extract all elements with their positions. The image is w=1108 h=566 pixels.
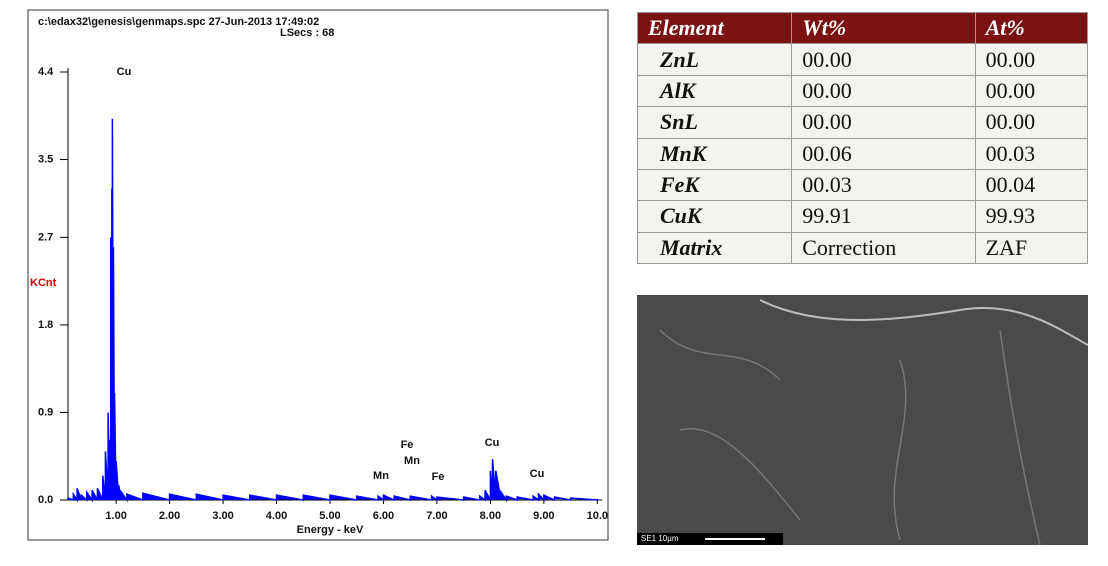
- x-tick-label: 7.00: [426, 510, 447, 522]
- table-row: Matrix Correction ZAF: [636, 231, 1089, 265]
- header-cell: Element: [636, 11, 793, 45]
- chart-subtitle: LSecs : 68: [280, 27, 334, 39]
- table-cell: Correction: [791, 231, 976, 265]
- sem-feature: [759, 299, 1089, 346]
- table-cell: 00.00: [791, 74, 976, 108]
- y-tick-label: 0.0: [38, 494, 53, 506]
- sem-feature: [659, 329, 1041, 546]
- table-row: SnL 00.00 00.00: [636, 106, 1089, 139]
- header-row: Element Wt% At%: [636, 11, 1089, 45]
- table-cell: ZnL: [636, 43, 793, 76]
- table-cell: CuK: [636, 200, 793, 233]
- table-row: ZnL 00.00 00.00: [636, 43, 1089, 76]
- table-cell: 00.00: [974, 106, 1089, 139]
- x-tick-label: 1.00: [105, 510, 126, 522]
- table-cell: 00.03: [974, 137, 1089, 170]
- image-caption: SE1 10µm: [641, 534, 679, 543]
- x-tick-label: 5.00: [319, 510, 340, 522]
- table-cell: SnL: [636, 106, 793, 139]
- peak-label: Cu: [485, 437, 500, 449]
- peak-label: Mn: [404, 455, 420, 467]
- table-cell: 99.91: [791, 200, 976, 233]
- table-row: FeK 00.03 00.04: [636, 168, 1089, 202]
- peak-label: Fe: [432, 471, 445, 483]
- y-tick-label: 2.7: [38, 231, 53, 243]
- sem-image: [637, 295, 1088, 545]
- header-cell: Wt%: [791, 11, 976, 45]
- table-row: MnK 00.06 00.03: [636, 137, 1089, 170]
- peak-label: Fe: [401, 439, 414, 451]
- header-cell: At%: [974, 11, 1089, 45]
- y-axis-label: KCnt: [30, 277, 57, 289]
- chart-frame: [27, 9, 609, 541]
- x-tick-label: 9.00: [533, 510, 554, 522]
- x-tick-label: 6.00: [373, 510, 394, 522]
- x-tick-label: 8.00: [480, 510, 501, 522]
- table-cell: MnK: [636, 137, 793, 170]
- table-cell: FeK: [636, 168, 793, 202]
- y-tick-label: 3.5: [38, 153, 53, 165]
- peak-label: Cu: [530, 468, 545, 480]
- y-tick-label: 0.9: [38, 406, 53, 418]
- table-cell: 00.00: [974, 74, 1089, 108]
- table-cell: 99.93: [974, 200, 1089, 233]
- y-tick-label: 4.4: [38, 66, 54, 78]
- table-row: CuK 99.91 99.93: [636, 200, 1089, 233]
- result-table: Element Wt% At% ZnL 00.00 00.00 AlK 00.00 00.00 S…: [636, 11, 1089, 265]
- spectrum: [67, 118, 599, 503]
- table-cell: AlK: [636, 74, 793, 108]
- table-cell: ZAF: [974, 231, 1089, 265]
- table-cell: 00.06: [791, 137, 976, 170]
- table-cell: 00.03: [791, 168, 976, 202]
- peak-label: Cu: [117, 66, 132, 78]
- y-tick-label: 1.8: [38, 319, 53, 331]
- x-tick-label: 10.0: [587, 510, 608, 522]
- table-cell: 00.00: [791, 43, 976, 76]
- x-tick-label: 4.00: [266, 510, 287, 522]
- table-cell: Matrix: [636, 231, 793, 265]
- table-cell: 00.00: [791, 106, 976, 139]
- x-tick-label: 3.00: [212, 510, 233, 522]
- x-axis-label: Energy - keV: [297, 524, 364, 536]
- table-cell: 00.00: [974, 43, 1089, 76]
- table-cell: 00.04: [974, 168, 1089, 202]
- peak-label: Mn: [373, 470, 389, 482]
- chart-title: c:\edax32\genesis\genmaps.spc 27-Jun-201…: [38, 16, 319, 28]
- x-tick-label: 2.00: [159, 510, 180, 522]
- table-row: AlK 00.00 00.00: [636, 74, 1089, 108]
